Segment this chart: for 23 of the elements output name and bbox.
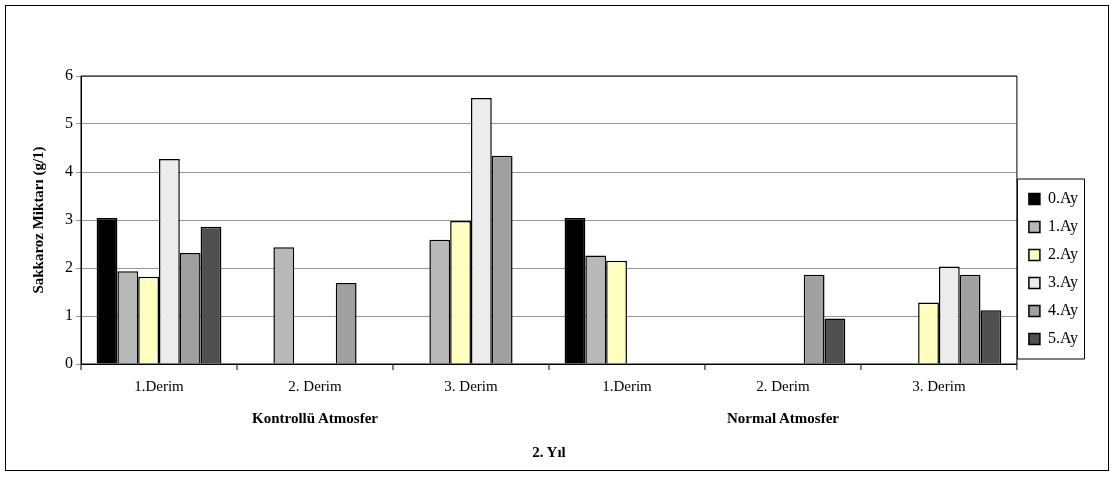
legend-label: 1.Ay [1047, 217, 1079, 236]
legend-label: 0.Ay [1047, 189, 1079, 208]
x-tick-label: 1.Derim [602, 377, 653, 394]
x-tick-label: 2. Derim [756, 377, 810, 394]
text: Kontrollü Atmosfer [251, 409, 379, 426]
y-tick-label: 2 [65, 258, 73, 276]
y-tick-label: 0 [65, 354, 73, 372]
text: Normal Atmosfer [726, 409, 840, 426]
y-axis-title: Sakkaroz Miktarı (g/1) [29, 146, 47, 294]
legend-label: 3.Ay [1047, 273, 1079, 292]
x-tick-label: 1.Derim [134, 377, 185, 394]
y-tick-label: 6 [65, 66, 73, 84]
y-tick-label: 4 [65, 162, 73, 180]
legend-label: 4.Ay [1047, 301, 1079, 320]
y-tick-label: 3 [65, 210, 73, 228]
y-tick-label: 5 [65, 114, 73, 132]
x-tick-label: 3. Derim [444, 377, 498, 394]
y-tick-label: 1 [65, 306, 73, 324]
x-axis-title: 2. Yıl [532, 443, 566, 460]
legend-label: 2.Ay [1047, 245, 1079, 264]
x-tick-label: 3. Derim [912, 377, 966, 394]
x-tick-label: 2. Derim [288, 377, 342, 394]
legend-label: 5.Ay [1047, 329, 1079, 348]
